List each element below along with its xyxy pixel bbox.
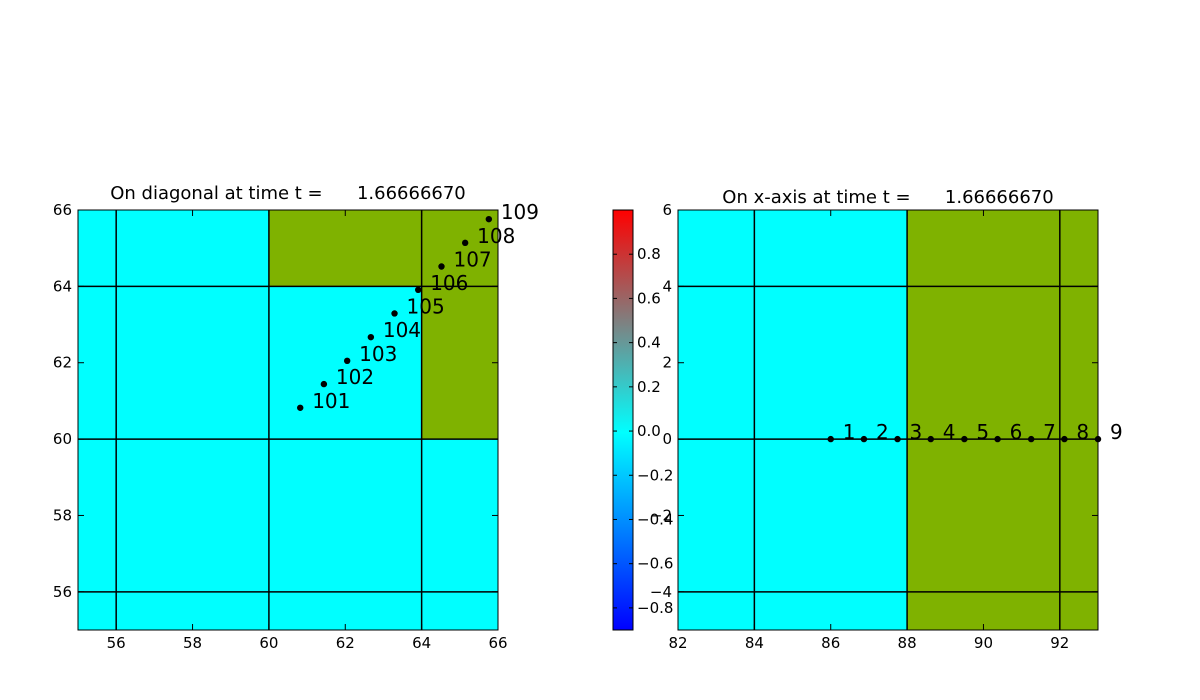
- x-axis-x-tick-label: 84: [745, 634, 764, 652]
- diagonal-region-green: [421, 286, 498, 440]
- x-axis-point-label: 5: [976, 420, 989, 444]
- x-axis-data-point: [927, 435, 934, 443]
- x-axis-point-label: 6: [1010, 420, 1023, 444]
- diagonal-chart-title: On diagonal at time t = 1.66666670: [110, 183, 466, 204]
- diagonal-point-label: 106: [430, 271, 468, 295]
- colorbar-gradient: [612, 209, 634, 631]
- x-axis-data-point: [961, 435, 968, 443]
- diagonal-point-label: 109: [501, 200, 539, 224]
- diagonal-point-label: 102: [336, 365, 374, 389]
- diagonal-x-tick-label: 66: [488, 634, 507, 652]
- x-axis-x-tick-label: 92: [1050, 634, 1069, 652]
- x-axis-y-tick-label: −2: [650, 506, 672, 524]
- diagonal-point-label: 104: [383, 318, 421, 342]
- diagonal-x-tick-label: 56: [107, 634, 126, 652]
- colorbar-tick-label: 0.8: [637, 245, 661, 263]
- diagonal-y-tick-label: 58: [53, 506, 72, 524]
- x-axis-data-point: [994, 435, 1001, 443]
- colorbar-tick-label: 0.6: [637, 289, 661, 307]
- diagonal-point-label: 108: [477, 224, 515, 248]
- diagonal-data-point: [485, 215, 493, 223]
- colorbar-tick-label: −0.6: [637, 555, 673, 573]
- diagonal-point-label: 101: [312, 389, 350, 413]
- x-axis-y-tick-label: −4: [650, 583, 672, 601]
- diagonal-y-tick-label: 56: [53, 583, 72, 601]
- colorbar-tick-label: 0.2: [637, 378, 661, 396]
- x-axis-point-label: 1: [843, 420, 856, 444]
- colorbar-tick-label: −0.2: [637, 466, 673, 484]
- colorbar-tick-label: 0.0: [637, 422, 661, 440]
- diagonal-data-point: [438, 263, 445, 270]
- x-axis-axes-frame: [677, 209, 1099, 631]
- x-axis-data-point: [1027, 435, 1035, 443]
- diagonal-point-label: 103: [359, 342, 397, 366]
- diagonal-chart: On diagonal at time t = 1.66666670 56 58 6…: [53, 183, 539, 652]
- diagonal-x-tick-label: 64: [412, 634, 431, 652]
- x-axis-point-label: 8: [1076, 420, 1089, 444]
- diagonal-data-point: [343, 357, 351, 365]
- colorbar-tick-label: −0.4: [637, 510, 673, 528]
- diagonal-y-tick-label: 62: [53, 354, 72, 372]
- x-axis-point-label: 9: [1110, 420, 1123, 444]
- diagonal-x-tick-label: 58: [183, 634, 202, 652]
- x-axis-x-tick-label: 86: [821, 634, 840, 652]
- x-axis-x-tick-label: 90: [974, 634, 993, 652]
- x-axis-region-green: [907, 210, 1098, 630]
- x-axis-chart-title: On x-axis at time t = 1.66666670: [722, 187, 1053, 208]
- diagonal-plot-area: [78, 210, 498, 630]
- colorbar-tick-label: −0.8: [637, 599, 673, 617]
- diagonal-region-green: [268, 210, 498, 287]
- diagonal-y-tick-label: 60: [53, 430, 72, 448]
- diagonal-x-tick-label: 62: [336, 634, 355, 652]
- diagonal-data-point: [461, 239, 469, 247]
- diagonal-data-point: [391, 310, 398, 317]
- diagonal-data-point: [297, 404, 304, 411]
- x-axis-data-point: [1061, 435, 1068, 443]
- diagonal-data-point: [367, 333, 375, 341]
- x-axis-chart: On x-axis at time t = 1.66666670 82 84 86 8…: [650, 187, 1123, 652]
- x-axis-y-tick-label: 4: [662, 277, 672, 295]
- x-axis-plot-area: [678, 210, 1098, 630]
- x-axis-point-label: 4: [943, 420, 956, 444]
- diagonal-y-tick-label: 64: [53, 277, 72, 295]
- diagonal-y-tick-label: 66: [53, 201, 72, 219]
- x-axis-data-point: [894, 435, 901, 443]
- colorbar-tick-label: 0.4: [637, 334, 661, 352]
- colorbar: −0.8 −0.6 −0.4 −0.2 0.0 0.2 0.4 0.6 0.8: [612, 209, 673, 631]
- diagonal-data-point: [320, 380, 328, 388]
- x-axis-x-tick-label: 82: [668, 634, 687, 652]
- x-axis-point-label: 3: [910, 420, 923, 444]
- x-axis-y-tick-label: 2: [662, 354, 672, 372]
- x-axis-point-label: 7: [1043, 420, 1056, 444]
- x-axis-data-point: [827, 435, 834, 443]
- x-axis-x-tick-label: 88: [898, 634, 917, 652]
- diagonal-axes-frame: [77, 209, 499, 631]
- x-axis-region-cyan: [678, 210, 908, 630]
- x-axis-point-label: 2: [876, 420, 889, 444]
- x-axis-data-point: [860, 435, 868, 443]
- diagonal-data-point: [415, 286, 422, 293]
- diagonal-point-label: 105: [407, 294, 445, 318]
- diagonal-x-tick-label: 60: [259, 634, 278, 652]
- x-axis-y-tick-label: 6: [662, 201, 672, 219]
- x-axis-y-tick-label: 0: [662, 430, 672, 448]
- diagonal-point-label: 107: [453, 248, 491, 272]
- x-axis-data-point: [1094, 435, 1102, 443]
